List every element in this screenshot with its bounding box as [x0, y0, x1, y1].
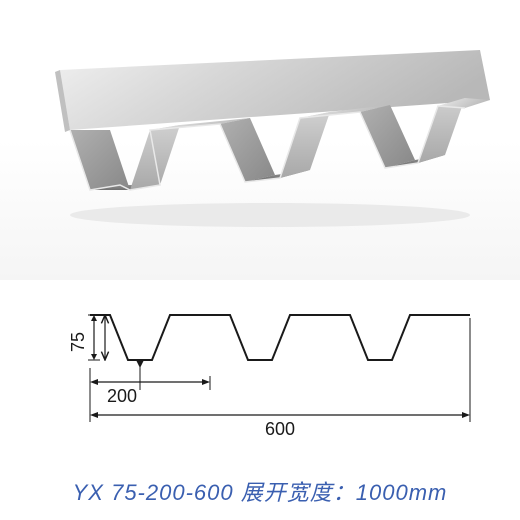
product-photo: [0, 0, 520, 280]
profile-svg: 75 200 600: [10, 290, 510, 460]
dim-width-label: 600: [265, 419, 295, 439]
caption: YX 75-200-600 展开宽度：1000mm: [0, 475, 520, 507]
dim-pitch-label: 200: [107, 386, 137, 406]
model-label: YX 75-200-600: [73, 480, 234, 505]
cross-section: [90, 315, 470, 360]
metal-deck-3d: [20, 40, 500, 240]
unfolded-width-label: 展开宽度：: [241, 480, 356, 505]
profile-diagram: 75 200 600: [0, 290, 520, 470]
unfolded-width-value: 1000mm: [356, 480, 448, 505]
dim-height-label: 75: [68, 332, 88, 352]
